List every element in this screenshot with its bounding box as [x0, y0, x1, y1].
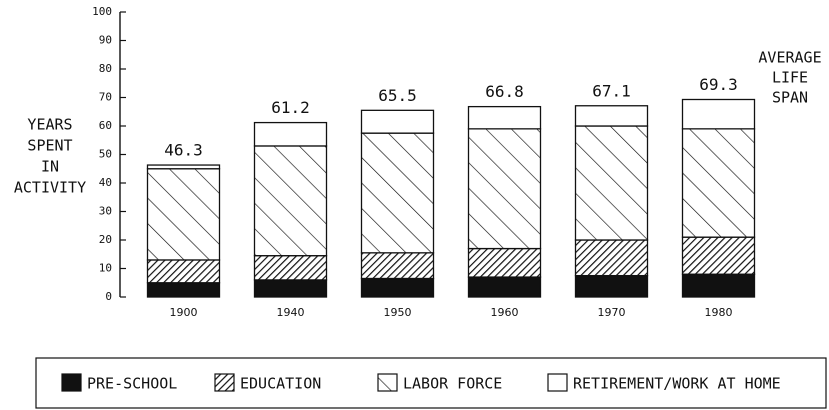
- bar-segment: [146, 168, 221, 261]
- legend-swatch: [377, 373, 398, 392]
- total-label: 61.2: [271, 98, 310, 117]
- total-label: 69.3: [699, 75, 738, 94]
- y-tick-label: 50: [99, 148, 112, 161]
- y-tick-label: 80: [99, 62, 112, 75]
- y-tick-label: 70: [99, 91, 112, 104]
- y-axis-label-line: ACTIVITY: [14, 179, 86, 197]
- x-tick-label: 1900: [170, 306, 198, 319]
- bar-segment: [253, 279, 328, 298]
- total-label: 67.1: [592, 81, 631, 100]
- total-label: 66.8: [485, 82, 524, 101]
- bar-segment: [574, 239, 649, 277]
- bar-segment: [681, 236, 756, 275]
- y-tick-label: 40: [99, 176, 112, 189]
- y-axis-label-line: YEARS: [27, 116, 72, 134]
- bar-segment: [574, 125, 649, 241]
- y-tick-label: 90: [99, 34, 112, 47]
- bar-segment: [467, 276, 542, 298]
- bar-segment: [146, 259, 221, 284]
- y-axis-label: YEARS SPENT IN ACTIVITY: [14, 116, 86, 197]
- annotation-line: AVERAGE: [758, 49, 821, 67]
- x-tick-label: 1970: [598, 306, 626, 319]
- y-tick-label: 100: [92, 5, 112, 18]
- bar-segment: [253, 145, 328, 257]
- annotation: AVERAGE LIFE SPAN: [758, 49, 821, 107]
- bar-segment: [360, 277, 435, 298]
- legend-label: LABOR FORCE: [403, 375, 502, 393]
- y-tick-label: 20: [99, 233, 112, 246]
- bar-segment: [681, 273, 756, 298]
- bar-segment: [360, 252, 435, 280]
- y-axis-label-line: SPENT: [27, 137, 72, 155]
- bar-segment: [146, 282, 221, 298]
- x-tick-label: 1950: [384, 306, 412, 319]
- bar-segment: [253, 255, 328, 281]
- x-tick-label: 1940: [277, 306, 305, 319]
- legend-swatch: [214, 373, 235, 392]
- legend-label: PRE-SCHOOL: [87, 375, 177, 393]
- bar-segment: [467, 105, 542, 130]
- legend-label: EDUCATION: [240, 375, 321, 393]
- y-axis-label-line: IN: [41, 158, 59, 176]
- legend-swatch: [547, 373, 568, 392]
- x-tick-label: 1960: [491, 306, 519, 319]
- y-tick-label: 30: [99, 205, 112, 218]
- y-tick-label: 10: [99, 262, 112, 275]
- bar-segment: [467, 128, 542, 250]
- bar-segment: [574, 105, 649, 127]
- annotation-line: SPAN: [772, 89, 808, 107]
- annotation-line: LIFE: [772, 69, 808, 87]
- total-label: 46.3: [164, 141, 203, 160]
- legend-label: RETIREMENT/WORK AT HOME: [573, 375, 781, 393]
- legend-swatch: [61, 373, 82, 392]
- bar-segment: [253, 121, 328, 147]
- bar-segment: [574, 274, 649, 298]
- bar-segment: [681, 128, 756, 238]
- y-tick-label: 60: [99, 119, 112, 132]
- legend-box: [35, 357, 827, 409]
- y-tick-label: 0: [105, 290, 112, 303]
- bar-segment: [146, 164, 221, 170]
- x-tick-label: 1980: [705, 306, 733, 319]
- total-label: 65.5: [378, 86, 417, 105]
- bar-segment: [467, 247, 542, 278]
- bar-segment: [681, 98, 756, 130]
- bar-segment: [360, 132, 435, 254]
- bar-segment: [360, 109, 435, 134]
